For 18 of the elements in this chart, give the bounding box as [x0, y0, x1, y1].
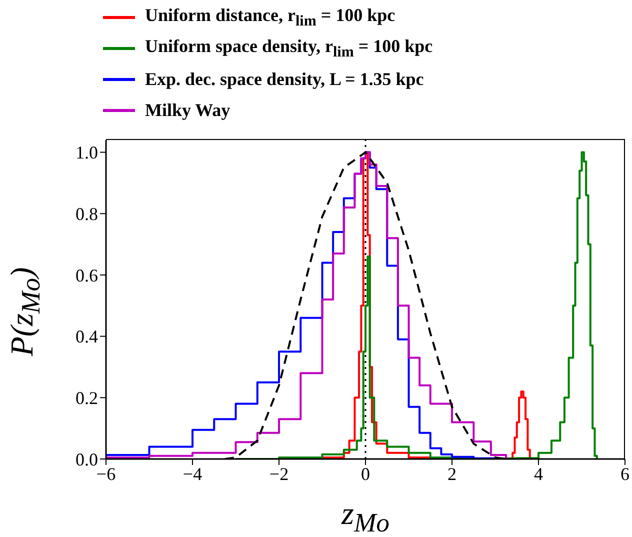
y-tick-label: 0.8	[76, 204, 98, 224]
legend-label: Uniform space density, r$_{lim}$ = 100 kpc	[145, 36, 433, 62]
legend-label: Exp. dec. space density, L = 1.35 kpc	[145, 69, 424, 90]
y-tick-label: 0.6	[76, 265, 98, 286]
x-tick-label: −2	[269, 464, 289, 484]
y-tick-label: 0.4	[76, 326, 98, 347]
legend-label: Uniform distance, r$_{lim}$ = 100 kpc	[145, 4, 396, 30]
x-tick-label: 2	[448, 464, 456, 484]
x-tick-label: 0	[361, 464, 370, 484]
x-tick-label: 6	[620, 464, 630, 484]
y-tick-label: 0.0	[76, 449, 98, 470]
legend-label: Milky Way	[145, 100, 230, 121]
x-tick-label: −4	[182, 464, 202, 484]
y-tick-label: 1.0	[76, 142, 98, 163]
x-tick-label: −6	[96, 464, 116, 484]
y-tick-label: 0.2	[76, 388, 98, 408]
x-axis-title: z$_{Mo}$	[342, 495, 390, 537]
x-tick-label: 4	[534, 464, 543, 484]
